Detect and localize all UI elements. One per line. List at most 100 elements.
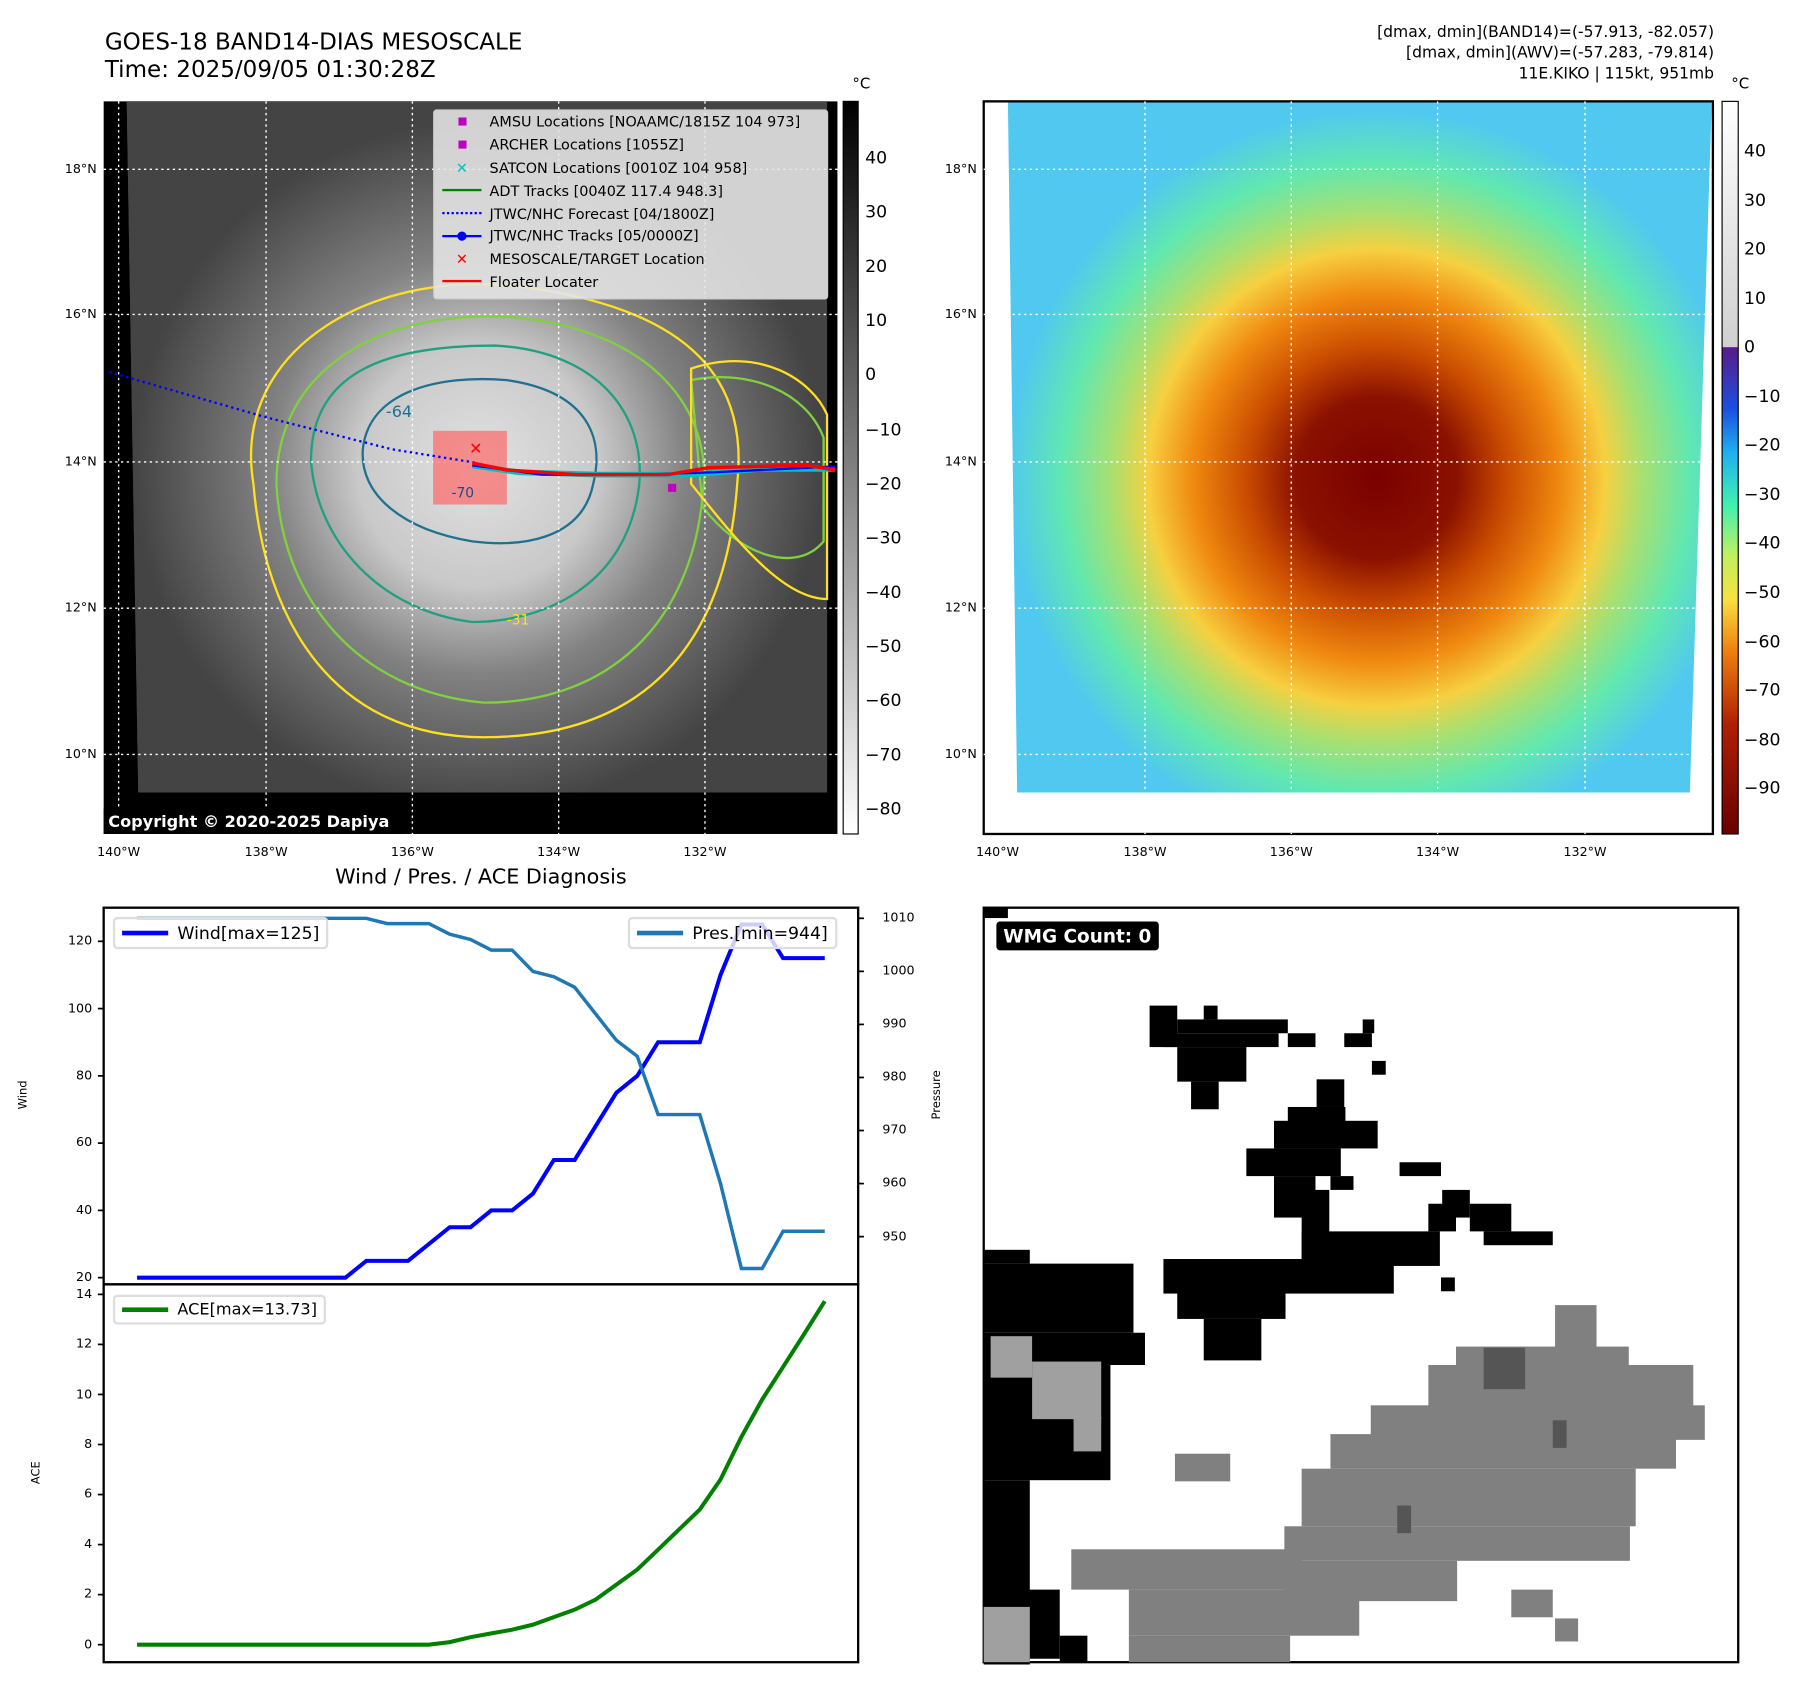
colorbar-tick: −50	[865, 635, 902, 657]
wind-legend-label: Wind[max=125]	[177, 922, 320, 944]
colorbar-tick: −70	[1743, 679, 1781, 701]
diagnosis-title: Wind / Pres. / ACE Diagnosis	[335, 865, 627, 890]
wmg-cell	[1555, 1305, 1597, 1352]
wmg-cell	[1428, 1365, 1694, 1412]
wmg-cell	[1442, 1189, 1470, 1218]
legend-marker-line-icon	[439, 280, 485, 283]
wmg-cell	[1174, 1453, 1231, 1482]
map2-gridlines	[983, 101, 1713, 834]
info-awv: [dmax, dmin](AWV)=(-57.283, -79.814)	[1406, 43, 1715, 63]
cb2-unit: °C	[1731, 76, 1750, 94]
y-right-tick-label: 1010	[882, 910, 915, 926]
colorbar-tick: −50	[1743, 581, 1781, 603]
y-right-tick-label: 950	[882, 1228, 907, 1244]
legend-label: AMSU Locations [NOAAMC/1815Z 104 973]	[489, 113, 801, 131]
colorbar-tick: 40	[1743, 140, 1766, 162]
wmg-cell	[1483, 1231, 1553, 1246]
lat-label: 18°N	[944, 161, 977, 177]
lon-label: 132°W	[1563, 844, 1607, 860]
lon-label: 136°W	[390, 844, 434, 860]
y-right-tick-label: 980	[882, 1069, 907, 1085]
colorbar-tick: −30	[865, 527, 902, 548]
lon-label: 140°W	[976, 844, 1020, 860]
colorbar-tick: −80	[865, 798, 902, 820]
amsu-marker	[668, 483, 677, 492]
title-line-1: GOES-18 BAND14-DIAS MESOSCALE	[104, 27, 523, 56]
map2-colorbar	[1721, 100, 1739, 835]
wmg-cell	[1330, 1176, 1354, 1190]
y-right-tick-label: 960	[882, 1175, 907, 1191]
y-tick-label: 2	[84, 1586, 93, 1602]
colorbar-tick: −90	[1743, 777, 1781, 799]
wmg-cell	[1177, 1272, 1286, 1319]
colorbar-tick: −70	[865, 744, 902, 765]
wmg-cell	[1483, 1347, 1526, 1390]
y-tick-label: 12	[76, 1336, 93, 1352]
storm-info: [dmax, dmin](BAND14)=(-57.913, -82.057) …	[1377, 22, 1714, 84]
y-tick-label: 8	[84, 1436, 93, 1452]
colorbar-tick: −40	[865, 581, 902, 603]
wmg-cell	[1362, 1019, 1375, 1034]
wmg-cell	[983, 1249, 1030, 1264]
y-tick-label: 6	[84, 1486, 93, 1502]
wmg-cell	[983, 1263, 1134, 1333]
wmg-count-label: WMG Count: 0	[996, 921, 1159, 951]
wind-axis-label: Wind	[17, 1080, 31, 1110]
lat-label: 14°N	[944, 453, 977, 469]
wmg-cell	[1128, 1589, 1360, 1636]
wmg-cell	[1071, 1549, 1302, 1590]
legend-label: JTWC/NHC Tracks [05/0000Z]	[489, 227, 699, 245]
wmg-cell	[1059, 1635, 1088, 1663]
wind-legend: Wind[max=125]	[112, 916, 329, 950]
legend-item: ✕ SATCON Locations [0010Z 104 958]	[434, 156, 827, 179]
y-tick-label: 10	[76, 1386, 93, 1402]
colorbar-tick: 10	[865, 310, 888, 331]
series-line-wind	[137, 922, 825, 1280]
legend-label: Floater Locater	[489, 272, 599, 291]
colorbar-tick: 30	[865, 201, 888, 223]
legend-marker-square-icon	[439, 117, 485, 127]
contour-label: -64	[386, 402, 412, 421]
lat-label: 14°N	[64, 453, 97, 469]
y-tick-label: 14	[76, 1286, 93, 1302]
colorbar-tick: −10	[1743, 385, 1781, 407]
wmg-cell	[1191, 1081, 1219, 1110]
y-tick-label: 20	[76, 1269, 93, 1285]
wmg-cell	[1397, 1505, 1412, 1534]
ace-legend: ACE[max=13.73]	[112, 1294, 327, 1325]
wmg-cell	[1284, 1526, 1630, 1561]
wmg-cell	[1555, 1618, 1579, 1642]
colorbar-tick: 30	[1743, 189, 1766, 211]
lon-label: 138°W	[1123, 844, 1167, 860]
contour-label: -70	[452, 486, 475, 502]
colorbar-tick: −20	[865, 472, 902, 494]
wmg-grid	[983, 907, 1705, 1665]
wmg-cell	[1203, 1318, 1262, 1361]
y-right-tick-label: 990	[882, 1016, 907, 1032]
wmg-cell	[1330, 1434, 1677, 1469]
legend-label: ADT Tracks [0040Z 117.4 948.3]	[489, 181, 723, 200]
wmg-cell	[1073, 1416, 1102, 1452]
legend-marker-line-icon	[439, 189, 485, 192]
wmg-cell	[1371, 1060, 1386, 1075]
wmg-cell	[1163, 1033, 1279, 1048]
legend-marker-square-icon	[439, 140, 485, 149]
wmg-cell	[1177, 1019, 1288, 1034]
wmg-cell	[1344, 1033, 1372, 1048]
map1-legend: AMSU Locations [NOAAMC/1815Z 104 973] ARC…	[433, 109, 829, 300]
forecast-track	[109, 370, 479, 465]
wmg-cell	[1441, 1277, 1455, 1292]
legend-label: ARCHER Locations [1055Z]	[489, 136, 684, 154]
ace-axes	[102, 1283, 860, 1664]
y-tick-label: 120	[67, 933, 93, 949]
lat-label: 16°N	[944, 306, 977, 322]
legend-marker-line-dot-icon	[439, 231, 485, 241]
legend-item: ARCHER Locations [1055Z]	[434, 133, 827, 156]
wmg-cell	[1469, 1203, 1512, 1232]
y-tick-label: 0	[84, 1636, 93, 1652]
lat-label: 16°N	[64, 306, 97, 322]
series-line-ace	[137, 1300, 827, 1647]
wmg-cell	[983, 907, 1008, 919]
wmg-cell	[1316, 1079, 1345, 1107]
legend-item: JTWC/NHC Forecast [04/1800Z]	[434, 202, 827, 225]
